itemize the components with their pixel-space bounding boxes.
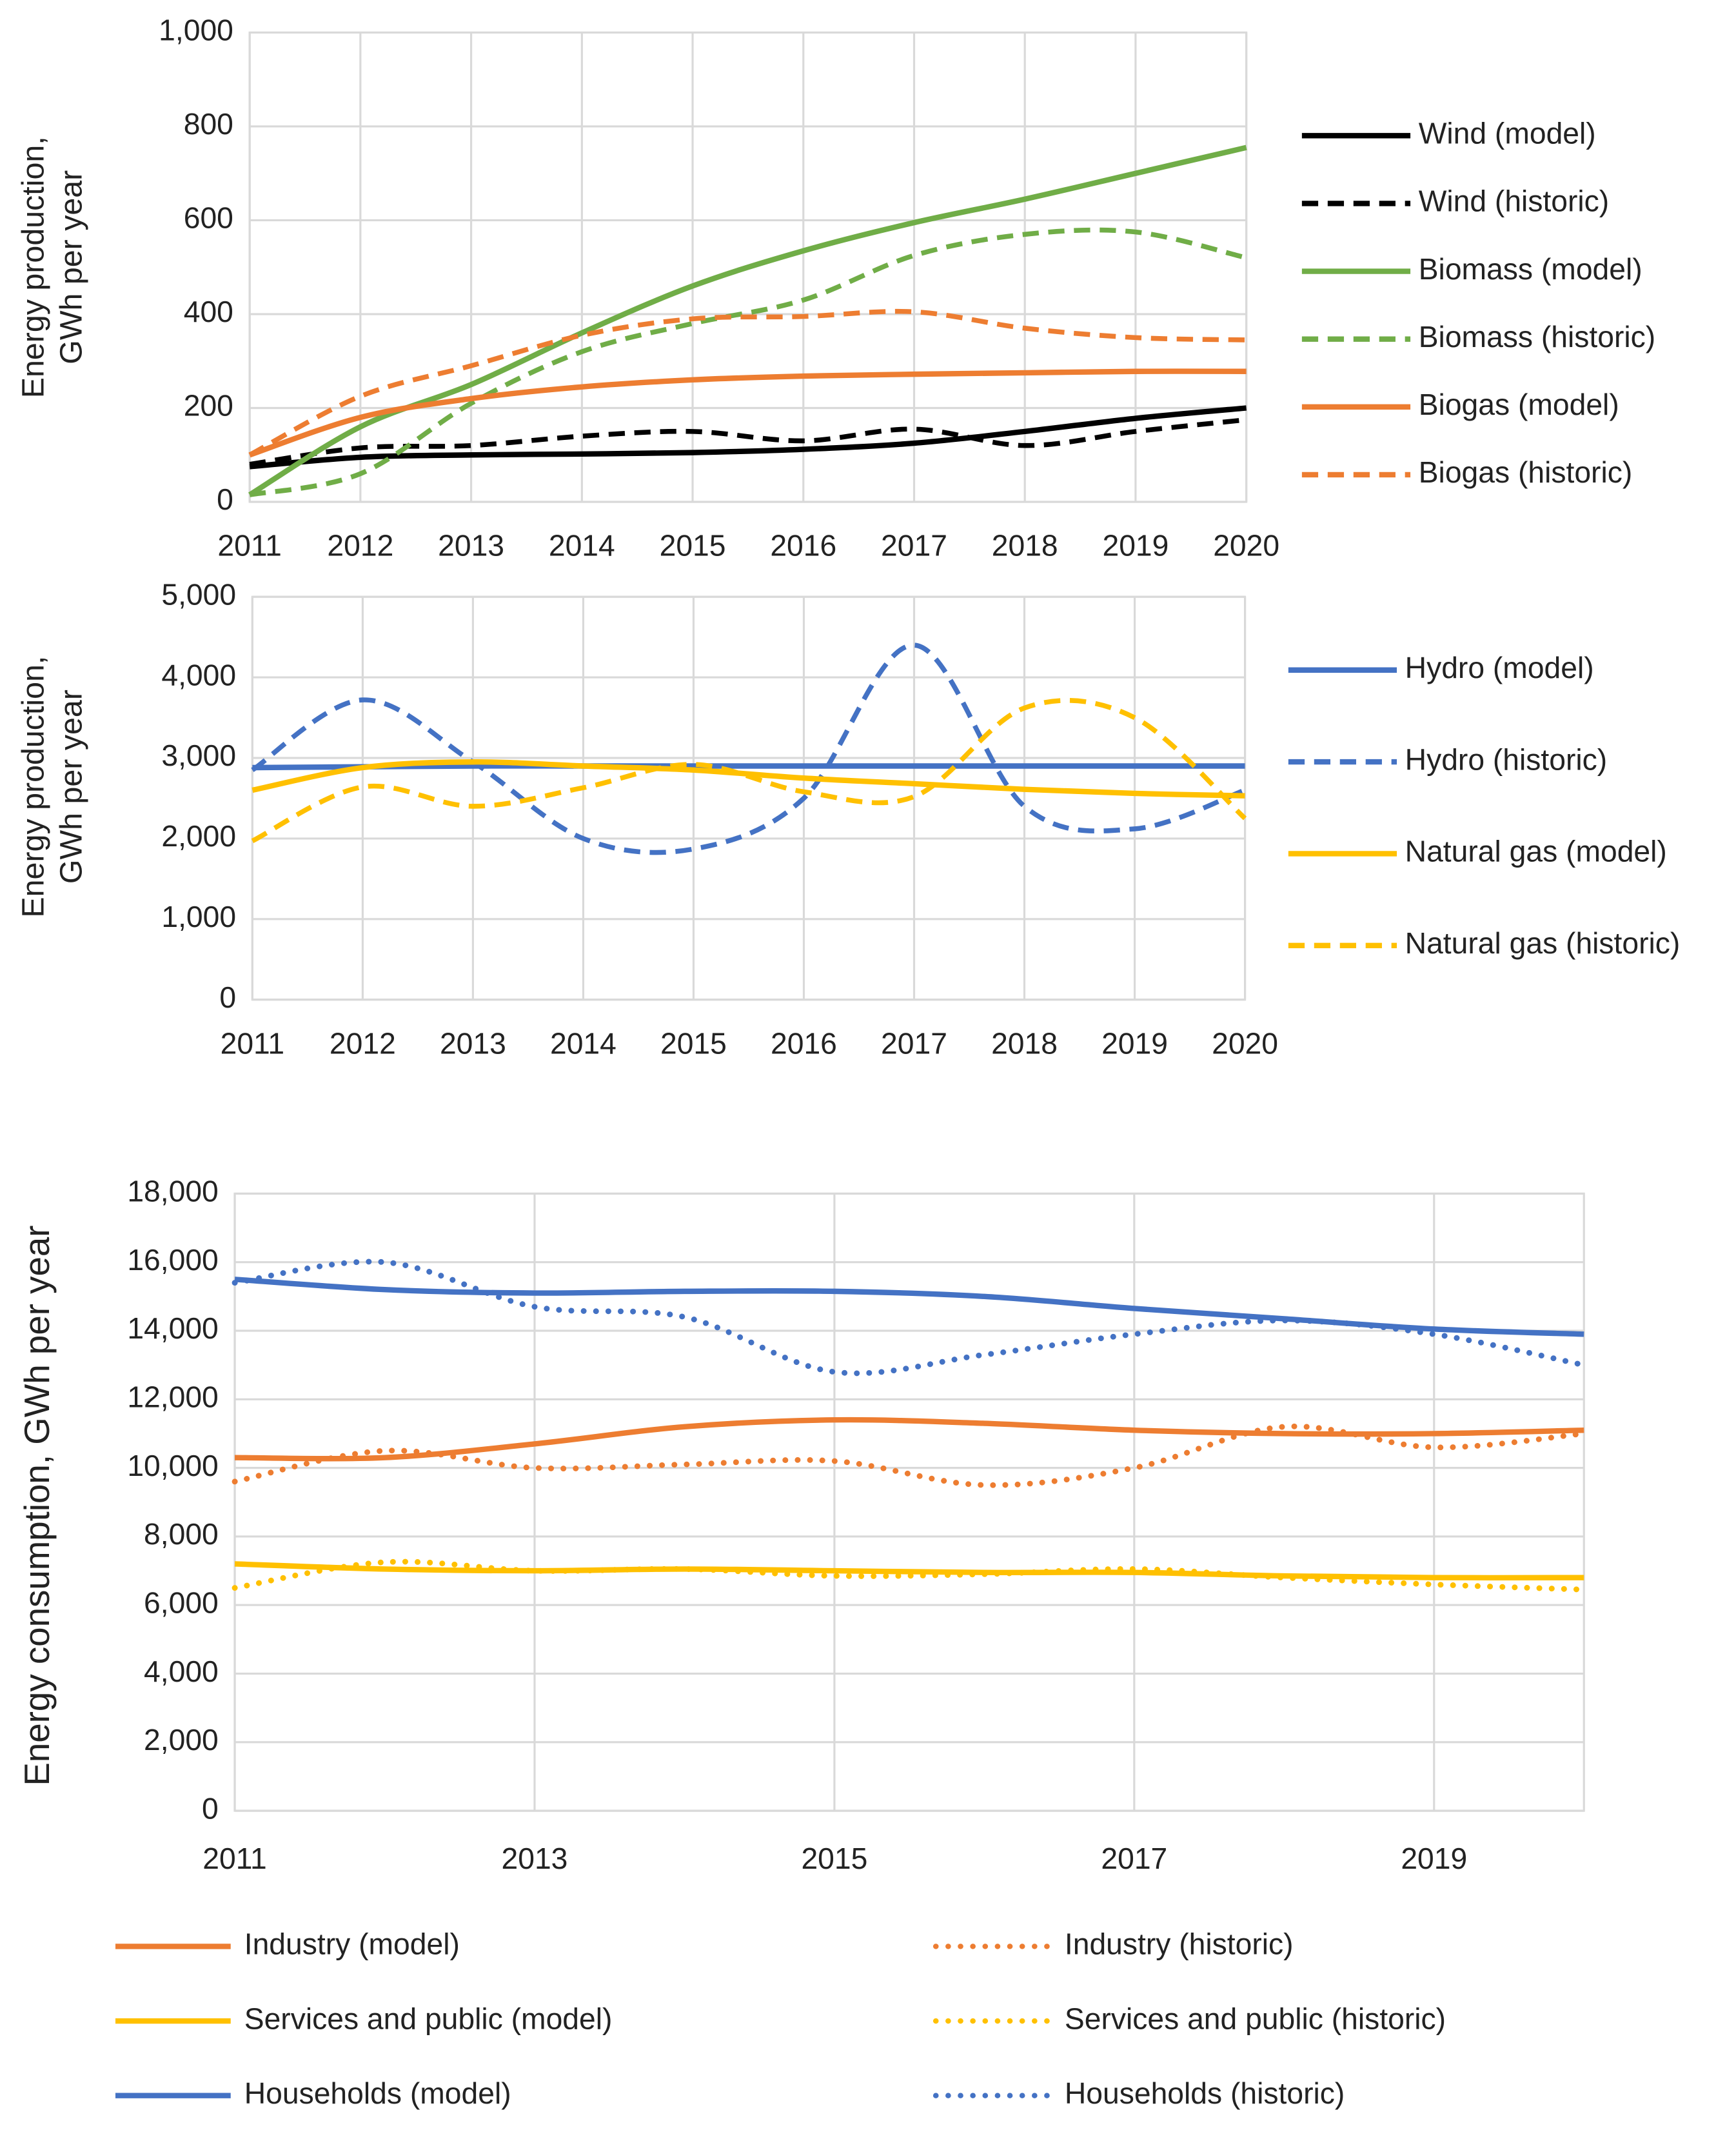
x-tick-label: 2020 <box>1212 1026 1278 1060</box>
y-tick-label: 4,000 <box>144 1655 219 1688</box>
x-tick-label: 2012 <box>330 1026 396 1060</box>
y-tick-label: 18,000 <box>127 1175 218 1208</box>
y-axis-label-box: Energy production, GWh per year <box>15 655 88 918</box>
y-axis-label-box: Energy production, GWh per year <box>15 136 88 399</box>
x-tick-label: 2015 <box>801 1842 867 1875</box>
series-line <box>235 1417 1584 1462</box>
x-tick-label: 2019 <box>1101 1026 1168 1060</box>
x-tick-label: 2015 <box>660 1026 727 1060</box>
y-tick-label: 4,000 <box>161 658 236 691</box>
series-line <box>248 144 1247 497</box>
plot-frame <box>248 31 1248 503</box>
series-line <box>251 642 1246 855</box>
x-tick-label: 2014 <box>550 1026 616 1060</box>
y-tick-label: 14,000 <box>127 1311 218 1345</box>
y-tick-label: 5,000 <box>161 577 236 611</box>
y-tick-label: 8,000 <box>144 1517 219 1551</box>
legend-label: Industry (model) <box>244 1927 460 1961</box>
legend-label: Services and public (model) <box>244 2002 613 2035</box>
legend-label: Households (historic) <box>1065 2076 1345 2110</box>
y-tick-label: 800 <box>184 107 233 141</box>
y-tick-label: 10,000 <box>127 1449 218 1482</box>
legend-label: Natural gas (historic) <box>1405 926 1681 960</box>
legend-label: Hydro (model) <box>1405 651 1594 684</box>
x-tick-label: 2011 <box>202 1842 266 1875</box>
y-tick-label: 12,000 <box>127 1380 218 1414</box>
series-line <box>232 1259 1587 1377</box>
legend-label: Industry (historic) <box>1065 1927 1294 1961</box>
legend-label: Services and public (historic) <box>1065 2002 1446 2035</box>
x-tick-label: 2016 <box>771 1026 837 1060</box>
legend-label: Wind (model) <box>1419 116 1596 150</box>
y-tick-label: 16,000 <box>127 1243 218 1277</box>
y-tick-label: 0 <box>217 483 233 516</box>
y-axis-label-box: Energy consumption, GWh per year <box>16 1225 57 1786</box>
series-line <box>232 1558 1587 1593</box>
plot-frame <box>233 1192 1585 1812</box>
y-axis-label: Energy production, GWh per year <box>15 655 88 918</box>
x-tick-label: 2012 <box>327 529 393 562</box>
legend-label: Biomass (historic) <box>1419 320 1656 353</box>
x-tick-label: 2018 <box>991 1026 1058 1060</box>
y-tick-label: 1,000 <box>161 900 236 933</box>
series-line <box>234 1561 1584 1581</box>
legend-label: Wind (historic) <box>1419 184 1610 218</box>
plot-frame <box>251 595 1247 1001</box>
x-tick-label: 2013 <box>502 1842 568 1875</box>
series-line <box>249 227 1247 497</box>
x-tick-label: 2017 <box>881 1026 947 1060</box>
legend-label: Biogas (model) <box>1419 388 1619 421</box>
y-axis-label: Energy production, GWh per year <box>15 136 88 399</box>
y-tick-label: 2,000 <box>161 819 236 853</box>
y-tick-label: 200 <box>184 389 233 423</box>
legend-label: Natural gas (model) <box>1405 835 1667 868</box>
x-tick-label: 2013 <box>438 529 504 562</box>
y-tick-label: 0 <box>202 1791 219 1825</box>
y-tick-label: 1,000 <box>159 14 233 47</box>
x-tick-label: 2017 <box>1101 1842 1167 1875</box>
x-tick-label: 2019 <box>1401 1842 1467 1875</box>
y-tick-label: 400 <box>184 295 233 328</box>
legend-label: Biomass (model) <box>1419 252 1642 286</box>
series-line <box>232 1423 1587 1488</box>
y-tick-label: 3,000 <box>161 739 236 772</box>
y-tick-label: 0 <box>219 980 236 1014</box>
series-line <box>248 308 1247 457</box>
y-tick-label: 2,000 <box>144 1723 219 1756</box>
y-tick-label: 600 <box>184 201 233 235</box>
series-line <box>251 698 1247 844</box>
legend-label: Households (model) <box>244 2076 511 2110</box>
x-tick-label: 2017 <box>881 529 947 562</box>
x-tick-label: 2019 <box>1102 529 1169 562</box>
legend-label: Biogas (historic) <box>1419 455 1633 489</box>
y-axis-label: Energy consumption, GWh per year <box>16 1225 57 1786</box>
x-tick-label: 2013 <box>440 1026 506 1060</box>
x-tick-label: 2015 <box>660 529 726 562</box>
x-tick-label: 2018 <box>992 529 1058 562</box>
y-tick-label: 6,000 <box>144 1586 219 1619</box>
x-tick-label: 2016 <box>770 529 836 562</box>
x-tick-label: 2011 <box>221 1026 284 1060</box>
series-line <box>252 763 1245 771</box>
x-tick-label: 2014 <box>549 529 615 562</box>
legend-label: Hydro (historic) <box>1405 742 1608 776</box>
x-tick-label: 2011 <box>217 529 281 562</box>
series-line <box>249 417 1247 467</box>
series-line <box>249 405 1247 470</box>
x-tick-label: 2020 <box>1213 529 1279 562</box>
series-line <box>248 368 1247 458</box>
